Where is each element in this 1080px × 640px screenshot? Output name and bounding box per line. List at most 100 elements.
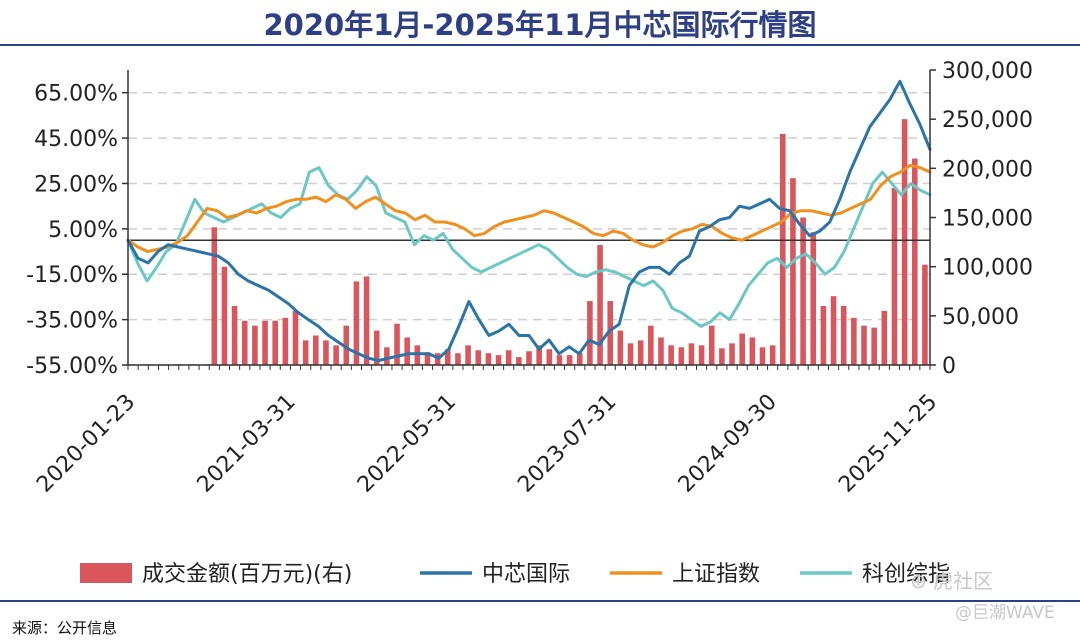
- volume-bar: [587, 301, 593, 365]
- left-tick-label: 25.00%: [34, 172, 118, 197]
- x-tick-label: 2020-01-23: [32, 390, 140, 498]
- x-tick-label: 2021-03-31: [193, 390, 301, 498]
- volume-bar: [830, 296, 837, 365]
- volume-bar: [820, 306, 827, 365]
- gridlines: [128, 91, 930, 366]
- volume-bar: [394, 323, 400, 365]
- x-tick-label: 2022-05-31: [353, 390, 461, 498]
- right-tick-label: 150,000: [942, 207, 1033, 232]
- volume-bar: [729, 343, 735, 365]
- volume-bar: [607, 301, 614, 365]
- volume-bar: [901, 119, 908, 366]
- volume-bar: [221, 266, 228, 365]
- right-tick-label: 50,000: [942, 305, 1019, 330]
- volume-bar: [231, 306, 238, 365]
- volume-bar: [668, 345, 674, 365]
- watermark-juchao: @巨潮WAVE: [955, 603, 1055, 623]
- volume-bar: [851, 317, 857, 365]
- volume-bar: [333, 345, 339, 365]
- title-underline: [0, 44, 1080, 46]
- right-tick-label: 300,000: [942, 59, 1033, 84]
- volume-bar: [272, 320, 278, 365]
- volume-bar: [881, 310, 888, 365]
- left-tick-label: -35.00%: [26, 309, 118, 334]
- volume-bar: [505, 350, 512, 365]
- volume-bar: [424, 352, 431, 365]
- volume-bar: [455, 353, 461, 365]
- line-sse: [126, 163, 932, 253]
- chart-title: 2020年1月-2025年11月中芯国际行情图: [263, 8, 817, 42]
- volume-bar: [546, 349, 553, 365]
- volume-bar: [444, 349, 451, 365]
- volume-bar: [343, 325, 350, 365]
- x-tick-label: 2023-07-31: [513, 390, 621, 498]
- watermark-hupu: ⊕ 虎社区: [910, 569, 994, 593]
- volume-bar: [292, 310, 299, 365]
- x-tick-label: 2024-09-30: [674, 390, 782, 498]
- volume-bar: [363, 276, 370, 365]
- volume-bar: [871, 327, 877, 365]
- right-tick-label: 0: [942, 354, 956, 379]
- volume-bar: [790, 178, 796, 365]
- volume-bar: [617, 330, 624, 365]
- line-star: [126, 166, 932, 328]
- volume-bar: [465, 345, 471, 365]
- volume-bar: [800, 217, 806, 365]
- volume-bar: [658, 337, 664, 365]
- legend-volume-label: 成交金额(百万元)(右): [142, 562, 352, 587]
- volume-bar: [536, 345, 542, 365]
- volume-bar: [485, 353, 492, 365]
- right-tick-label: 100,000: [942, 256, 1033, 281]
- legend-star-label: 科创综指: [862, 562, 950, 587]
- volume-bar: [759, 347, 766, 365]
- volume-bar: [698, 345, 705, 365]
- price-lines: [126, 79, 932, 362]
- source-note: 来源：公开信息: [12, 619, 118, 637]
- volume-bar: [404, 337, 410, 365]
- volume-bar: [678, 347, 685, 365]
- volume-bar: [627, 343, 634, 365]
- volume-bar: [810, 232, 817, 365]
- volume-bar: [922, 264, 928, 365]
- volume-bar: [556, 355, 563, 365]
- volume-bar: [211, 227, 218, 365]
- right-tick-label: 200,000: [942, 157, 1033, 182]
- left-axis-ticks: 65.00% 45.00% 25.00% 5.00% -15.00% -35.00% -55…: [26, 82, 128, 379]
- volume-bar: [384, 347, 390, 365]
- volume-bar: [566, 355, 573, 365]
- volume-bar: [840, 306, 847, 365]
- volume-bar: [475, 350, 482, 365]
- left-tick-label: 5.00%: [48, 218, 118, 243]
- volume-bar: [576, 353, 583, 365]
- right-tick-label: 250,000: [942, 108, 1033, 133]
- chart-legend: 成交金额(百万元)(右) 中芯国际 上证指数 科创综指: [80, 562, 950, 587]
- left-tick-label: -55.00%: [26, 354, 118, 379]
- volume-bar: [780, 133, 786, 365]
- volume-bar: [891, 188, 898, 365]
- volume-bar: [262, 320, 268, 365]
- left-tick-label: -15.00%: [26, 263, 118, 288]
- footer-rule: [0, 600, 1080, 602]
- volume-bar: [282, 317, 289, 365]
- volume-bar: [719, 348, 725, 365]
- volume-bar: [597, 245, 603, 365]
- volume-bar: [911, 158, 918, 365]
- volume-bar: [495, 355, 502, 365]
- volume-bar: [648, 325, 654, 365]
- volume-bar: [252, 325, 258, 365]
- left-tick-label: 45.00%: [34, 127, 118, 152]
- volume-bar: [302, 340, 309, 365]
- legend-volume-swatch: [80, 563, 132, 583]
- volume-bar: [637, 340, 644, 365]
- legend-smic-label: 中芯国际: [482, 562, 570, 587]
- volume-bar: [353, 281, 360, 365]
- volume-bar: [688, 343, 695, 365]
- volume-bar: [323, 340, 329, 365]
- volume-bar: [241, 320, 248, 365]
- volume-bar: [861, 325, 867, 365]
- volume-bar: [708, 325, 715, 365]
- volume-bar: [749, 337, 756, 365]
- x-tick-label: 2025-11-25: [834, 390, 942, 498]
- volume-bar: [526, 351, 532, 365]
